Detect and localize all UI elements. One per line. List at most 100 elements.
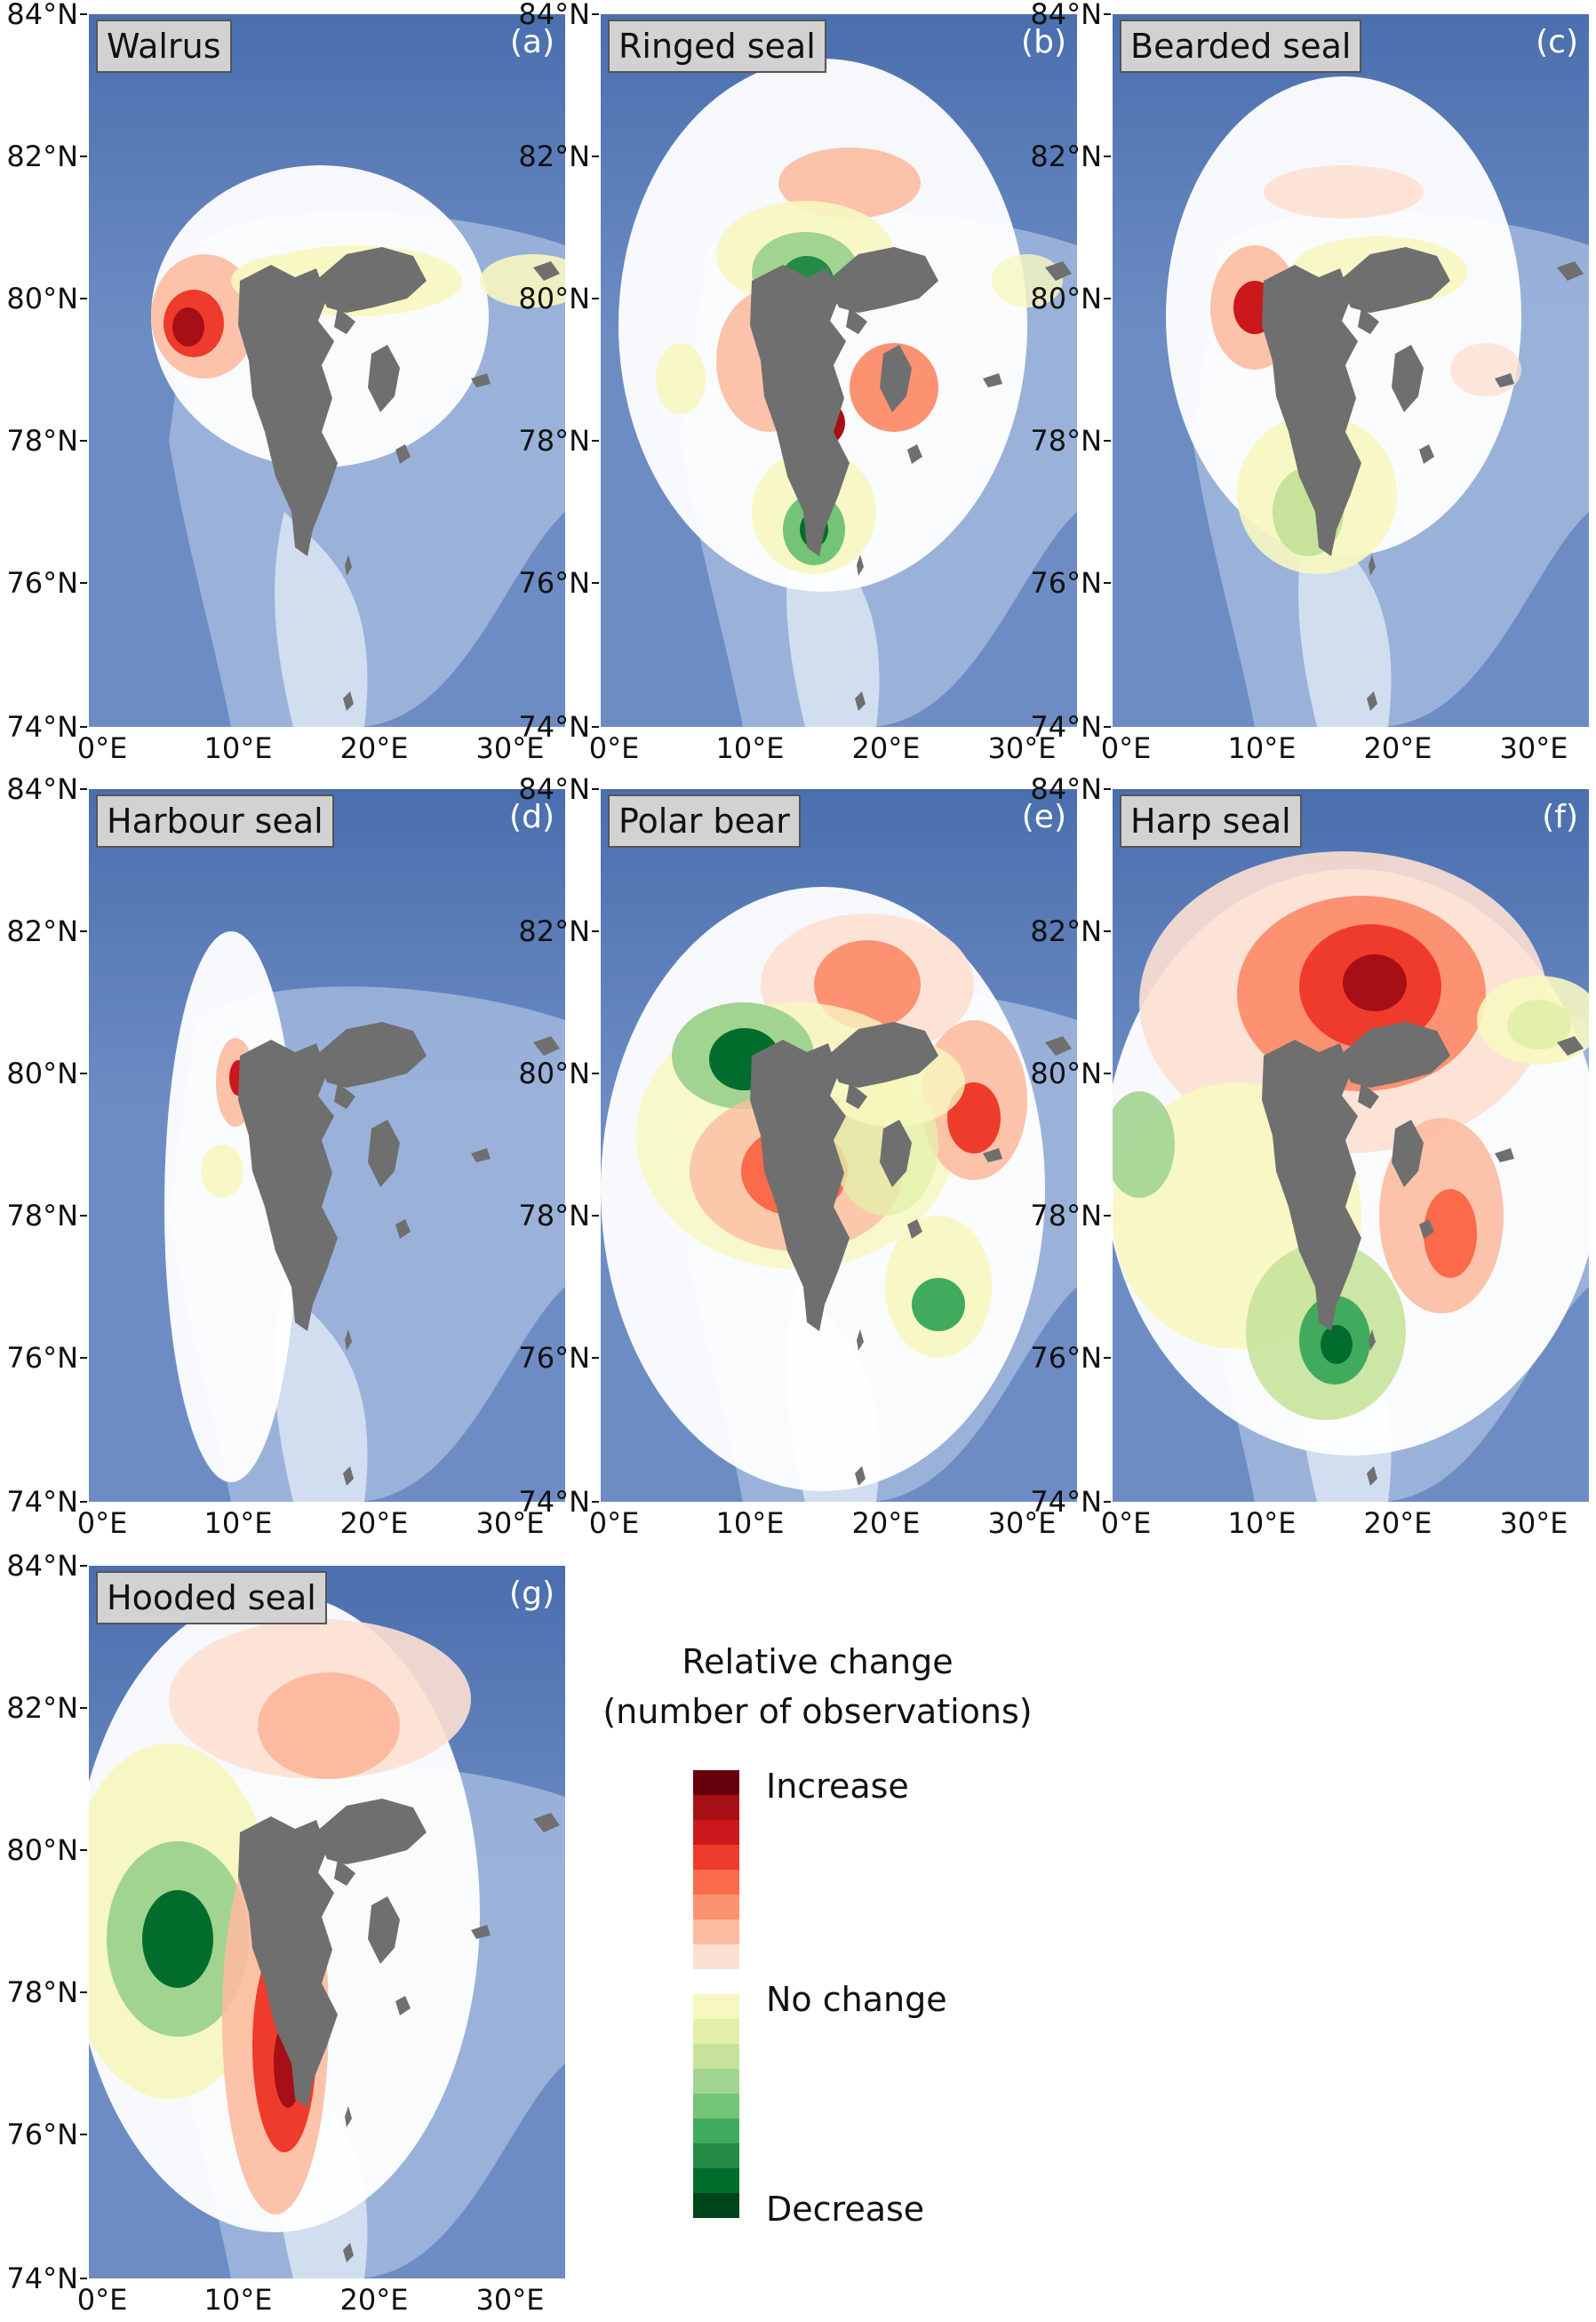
land-polygon [907, 1219, 922, 1239]
lon-tick-label: 0°E [588, 731, 640, 765]
lat-tick-label: 82°N [0, 1692, 87, 1724]
land-polygon [345, 1329, 352, 1351]
lat-tick-label: 78°N [0, 1200, 87, 1232]
change-contour [656, 343, 706, 414]
land-polygon [846, 1082, 867, 1109]
legend-swatch [693, 2069, 739, 2094]
lon-tick-label: 10°E [1227, 731, 1297, 765]
change-contour [1321, 1325, 1353, 1364]
land-polygon [315, 1799, 427, 1864]
lat-tick-label: 80°N [1017, 283, 1111, 315]
land-polygon [1557, 261, 1584, 281]
land-polygon [1358, 1082, 1379, 1109]
bank-shallows [275, 512, 368, 727]
land-polygon [857, 1329, 864, 1351]
legend-title: Relative change (number of observations) [587, 1637, 1049, 1736]
lon-tick-label: 20°E [339, 2283, 409, 2317]
land-polygon [368, 345, 400, 412]
land-polygon [395, 1219, 411, 1239]
lat-tick-label: 84°N [1017, 773, 1111, 805]
species-label: Harp seal [1120, 794, 1302, 848]
lat-tick-label: 76°N [505, 1342, 599, 1374]
lon-tick-label: 0°E [1100, 731, 1152, 765]
lat-tick-label: 78°N [0, 1976, 87, 2008]
change-contour [814, 940, 921, 1029]
panel-letter: (a) [509, 24, 555, 60]
legend-swatch [693, 2019, 739, 2044]
land-polygon [533, 1036, 560, 1056]
lat-tick-label: 82°N [505, 915, 599, 947]
lat-tick-label: 78°N [1017, 425, 1111, 457]
species-label: Bearded seal [1120, 20, 1362, 73]
lat-tick-label: 80°N [505, 1057, 599, 1089]
lat-tick-label: 76°N [0, 2119, 87, 2150]
lat-tick-label: 82°N [1017, 915, 1111, 947]
lon-tick-label: 30°E [475, 1506, 545, 1540]
legend-swatch [693, 1895, 739, 1919]
change-contour [1507, 1000, 1571, 1049]
map-e-svg [601, 789, 1077, 1502]
lat-tick-label: 80°N [0, 1057, 87, 1089]
legend-label-decrease: Decrease [766, 2190, 925, 2229]
species-label: Hooded seal [96, 1571, 327, 1624]
land-polygon [345, 2106, 352, 2127]
legend-swatch [693, 2168, 739, 2193]
land-polygon [343, 1466, 354, 1486]
land-polygon [1495, 1148, 1514, 1162]
lon-tick-label: 0°E [76, 1506, 128, 1540]
legend-title-line1: Relative change [682, 1642, 954, 1681]
legend-colorbar [693, 1770, 739, 2218]
change-contour [1264, 165, 1424, 219]
land-polygon [334, 1859, 355, 1886]
legend-swatch [693, 2143, 739, 2168]
land-polygon [1358, 307, 1379, 334]
change-contour [1113, 1091, 1175, 1198]
lat-tick-label: 76°N [1017, 1342, 1111, 1374]
lat-tick-label: 74°N [0, 1486, 87, 1518]
land-polygon [238, 265, 338, 556]
land-polygon [1367, 1466, 1377, 1486]
land-polygon [343, 2243, 354, 2262]
lon-tick-label: 10°E [203, 1506, 273, 1540]
land-polygon [395, 1996, 411, 2015]
land-polygon [983, 373, 1002, 387]
lat-tick-label: 74°N [0, 2262, 87, 2294]
lat-tick-label: 76°N [505, 567, 599, 599]
lat-tick-label: 84°N [0, 1550, 87, 1582]
lon-tick-label: 30°E [1499, 1506, 1568, 1540]
lat-tick-label: 84°N [0, 773, 87, 805]
lat-tick-label: 80°N [1017, 1057, 1111, 1089]
land-polygon [827, 247, 938, 313]
land-polygon [315, 247, 427, 313]
map-f-svg [1113, 789, 1589, 1502]
legend-swatch [693, 1944, 739, 1969]
lat-tick-label: 76°N [0, 567, 87, 599]
lon-tick-label: 10°E [203, 731, 273, 765]
lon-tick-label: 20°E [851, 731, 921, 765]
panel-letter: (c) [1536, 24, 1578, 60]
land-polygon [1339, 1022, 1450, 1088]
land-polygon [983, 1148, 1002, 1162]
lon-tick-label: 20°E [1363, 1506, 1432, 1540]
lon-tick-label: 30°E [475, 2283, 545, 2317]
land-polygon [1045, 1036, 1072, 1056]
panel-letter: (f) [1542, 799, 1578, 835]
lon-tick-label: 20°E [339, 1506, 409, 1540]
legend-swatch [693, 1870, 739, 1895]
map-panel-ringed-seal: Ringed seal (b) [601, 14, 1077, 727]
change-contour [142, 1890, 213, 1988]
land-polygon [750, 265, 850, 556]
lat-tick-label: 84°N [505, 773, 599, 805]
land-polygon [1392, 345, 1424, 412]
lon-tick-label: 0°E [76, 731, 128, 765]
lat-tick-label: 74°N [505, 711, 599, 743]
panel-letter: (g) [509, 1576, 555, 1612]
change-contour [1424, 1189, 1477, 1278]
land-polygon [855, 1466, 866, 1486]
change-contour [258, 1672, 400, 1779]
lat-tick-label: 76°N [1017, 567, 1111, 599]
land-polygon [1419, 444, 1434, 464]
lat-tick-label: 78°N [0, 425, 87, 457]
land-polygon [880, 345, 912, 412]
lon-tick-label: 30°E [1499, 731, 1568, 765]
